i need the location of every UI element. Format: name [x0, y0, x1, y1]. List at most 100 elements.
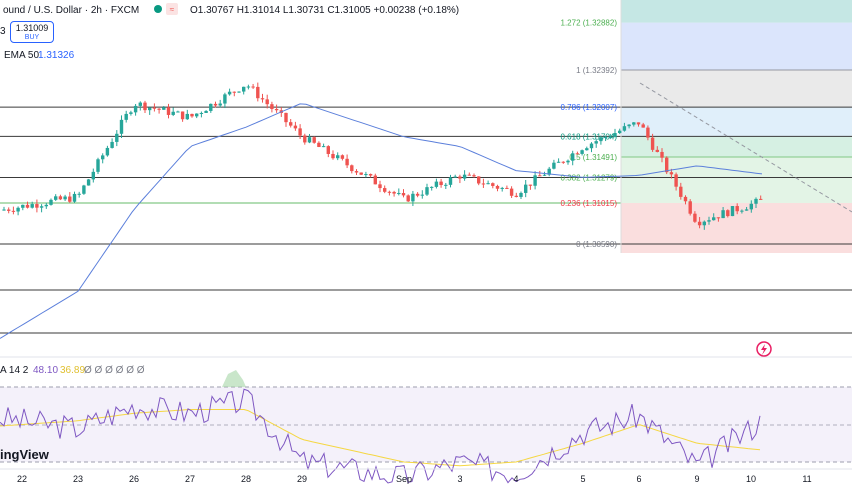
symbol-title[interactable]: ound / U.S. Dollar · 2h · FXCM	[3, 5, 139, 16]
candle	[448, 177, 453, 185]
horizontal-lines	[0, 0, 852, 334]
rsi-ma-value: 36.89	[60, 365, 85, 376]
tradingview-watermark: ingView	[0, 447, 50, 462]
candle	[129, 112, 133, 114]
candle	[105, 147, 110, 156]
candle	[119, 119, 124, 134]
candle	[223, 94, 227, 104]
candle	[293, 125, 298, 129]
candle	[237, 91, 241, 93]
candle	[16, 207, 20, 212]
candle	[387, 191, 392, 193]
candle	[636, 122, 641, 125]
candle	[86, 179, 91, 186]
candle	[256, 86, 260, 99]
candle	[284, 112, 288, 123]
candle	[585, 148, 589, 151]
x-tick-label: Sep	[396, 474, 412, 484]
candle	[274, 109, 279, 111]
x-tick-label: 28	[241, 474, 251, 484]
candle	[603, 137, 608, 139]
x-tick-label: 9	[694, 474, 699, 484]
fib-label: 1 (1.32392)	[576, 66, 617, 75]
rsi-overbought-fill	[222, 370, 246, 387]
candle	[176, 111, 180, 113]
candle	[331, 153, 335, 159]
candle	[618, 130, 622, 134]
candle	[608, 136, 612, 138]
candle	[209, 103, 213, 111]
fib-zone	[621, 202, 852, 253]
candle	[759, 198, 763, 200]
fib-zones	[621, 0, 852, 253]
candle	[425, 187, 429, 195]
flash-icon[interactable]	[756, 341, 772, 357]
candle	[30, 204, 34, 208]
candle	[204, 110, 208, 113]
ohlc-values: O1.30767 H1.31014 L1.30731 C1.31005 +0.0…	[190, 5, 459, 16]
candle	[500, 187, 504, 189]
candle	[397, 193, 401, 195]
candle	[317, 142, 321, 147]
candle	[232, 91, 236, 93]
candle	[242, 86, 246, 92]
fib-zone	[621, 157, 852, 178]
x-tick-label: 6	[636, 474, 641, 484]
buy-price: 1.31009	[15, 23, 49, 33]
x-tick-label: 22	[17, 474, 27, 484]
fib-zone	[621, 136, 852, 157]
candle	[35, 204, 39, 208]
candle	[509, 188, 514, 196]
candle	[227, 91, 232, 95]
candle	[547, 168, 551, 175]
candle	[707, 220, 711, 222]
candle	[650, 137, 655, 150]
candle	[458, 176, 462, 179]
candle	[77, 193, 81, 195]
candle	[373, 175, 377, 185]
candle	[392, 191, 396, 194]
fib-label: 0.5 (1.31491)	[569, 153, 617, 162]
candle	[697, 221, 702, 226]
candle	[44, 204, 48, 207]
candle	[632, 122, 636, 125]
candle	[524, 184, 528, 193]
fib-zone	[621, 0, 852, 23]
fib-trend-line[interactable]	[639, 82, 852, 213]
candle	[420, 194, 424, 196]
candle	[157, 108, 161, 110]
candle	[406, 195, 410, 202]
candle	[312, 137, 316, 143]
flash-icon-bolt	[761, 344, 767, 355]
candle	[749, 203, 753, 210]
fib-label: 1.272 (1.32882)	[561, 19, 618, 28]
data-status-icon[interactable]	[166, 3, 178, 15]
candle	[364, 174, 368, 176]
candle	[467, 174, 471, 176]
candle	[594, 141, 598, 144]
rsi-label[interactable]: A 14 2	[0, 365, 29, 376]
candle	[133, 105, 138, 113]
candle	[665, 157, 669, 173]
fib-label: 0.786 (1.32007)	[561, 103, 618, 112]
x-tick-label: 4	[513, 474, 518, 484]
candle	[152, 107, 157, 109]
buy-button[interactable]: 1.31009 BUY	[10, 21, 54, 43]
candle	[54, 196, 58, 200]
x-tick-label: 29	[297, 474, 307, 484]
candle	[185, 113, 189, 120]
time-axis: 22 23 26 27 28 29 Sep 3 4 5 6 9 10 11	[17, 474, 812, 484]
candle	[538, 175, 542, 177]
candle	[21, 204, 25, 208]
fib-label: 0.382 (1.31279)	[561, 173, 618, 182]
x-tick-label: 26	[129, 474, 139, 484]
ema-label[interactable]: EMA 50	[4, 50, 39, 61]
candle	[138, 102, 142, 106]
ema-value: 1.31326	[38, 50, 75, 61]
candle	[115, 133, 119, 142]
candle	[439, 181, 443, 186]
fib-zone	[621, 22, 852, 70]
candle	[39, 206, 44, 208]
